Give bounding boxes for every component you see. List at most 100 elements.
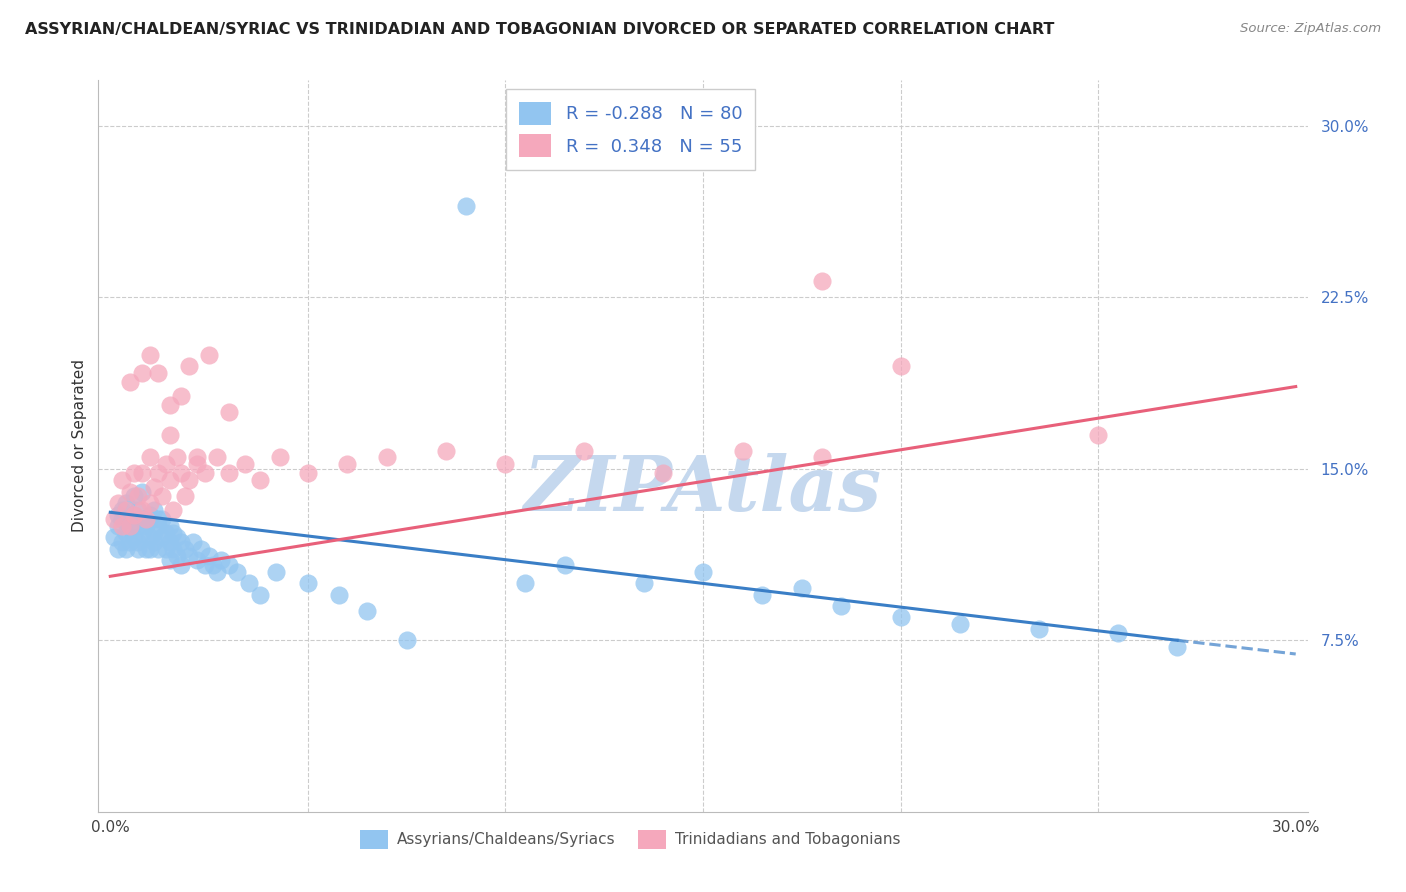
Point — [122, 489, 145, 503]
Y-axis label: Divorced or Separated: Divorced or Separated — [72, 359, 87, 533]
Point — [118, 512, 141, 526]
Point — [159, 427, 181, 442]
Point — [375, 450, 398, 465]
Point — [122, 467, 145, 481]
Point — [127, 489, 149, 503]
Point — [731, 443, 754, 458]
Point — [166, 450, 188, 465]
Point — [103, 512, 125, 526]
Point — [264, 565, 287, 579]
Point — [166, 530, 188, 544]
Point — [146, 512, 169, 526]
Point — [131, 484, 153, 499]
Point — [633, 576, 655, 591]
Point — [142, 480, 165, 494]
Point — [454, 199, 477, 213]
Point — [131, 366, 153, 380]
Point — [269, 450, 291, 465]
Point — [233, 458, 256, 472]
Point — [122, 508, 145, 522]
Point — [118, 519, 141, 533]
Point — [249, 473, 271, 487]
Point — [356, 604, 378, 618]
Point — [162, 541, 184, 556]
Point — [146, 467, 169, 481]
Point — [186, 553, 208, 567]
Point — [107, 496, 129, 510]
Point — [202, 558, 225, 572]
Point — [115, 496, 138, 510]
Point — [127, 541, 149, 556]
Point — [186, 458, 208, 472]
Point — [139, 508, 162, 522]
Point — [146, 541, 169, 556]
Point — [1087, 427, 1109, 442]
Point — [139, 541, 162, 556]
Point — [111, 519, 134, 533]
Point — [170, 558, 193, 572]
Point — [218, 467, 240, 481]
Point — [127, 503, 149, 517]
Point — [135, 512, 157, 526]
Point — [190, 541, 212, 556]
Point — [810, 450, 832, 465]
Point — [142, 503, 165, 517]
Point — [127, 535, 149, 549]
Point — [155, 541, 177, 556]
Point — [107, 508, 129, 522]
Point — [218, 558, 240, 572]
Point — [115, 503, 138, 517]
Point — [170, 467, 193, 481]
Point — [198, 347, 221, 362]
Point — [111, 473, 134, 487]
Point — [146, 519, 169, 533]
Point — [395, 633, 418, 648]
Point — [139, 496, 162, 510]
Point — [111, 512, 134, 526]
Point — [181, 535, 204, 549]
Point — [810, 275, 832, 289]
Point — [139, 530, 162, 544]
Point — [146, 366, 169, 380]
Point — [118, 375, 141, 389]
Point — [159, 553, 181, 567]
Point — [949, 617, 972, 632]
Point — [139, 512, 162, 526]
Point — [554, 558, 576, 572]
Point — [127, 519, 149, 533]
Point — [186, 450, 208, 465]
Point — [790, 581, 813, 595]
Point — [155, 458, 177, 472]
Point — [494, 458, 516, 472]
Point — [142, 535, 165, 549]
Point — [139, 450, 162, 465]
Point — [830, 599, 852, 613]
Point — [103, 530, 125, 544]
Point — [150, 489, 173, 503]
Point — [238, 576, 260, 591]
Point — [118, 535, 141, 549]
Point — [174, 541, 197, 556]
Point — [131, 525, 153, 540]
Point — [111, 503, 134, 517]
Point — [131, 467, 153, 481]
Point — [179, 359, 201, 373]
Point — [170, 389, 193, 403]
Point — [198, 549, 221, 563]
Point — [107, 541, 129, 556]
Point — [111, 535, 134, 549]
Point — [118, 484, 141, 499]
Point — [166, 549, 188, 563]
Point — [135, 519, 157, 533]
Point — [297, 576, 319, 591]
Point — [751, 588, 773, 602]
Point — [574, 443, 596, 458]
Point — [890, 610, 912, 624]
Point — [150, 512, 173, 526]
Point — [162, 525, 184, 540]
Point — [434, 443, 457, 458]
Point — [159, 535, 181, 549]
Point — [115, 541, 138, 556]
Point — [162, 503, 184, 517]
Point — [209, 553, 232, 567]
